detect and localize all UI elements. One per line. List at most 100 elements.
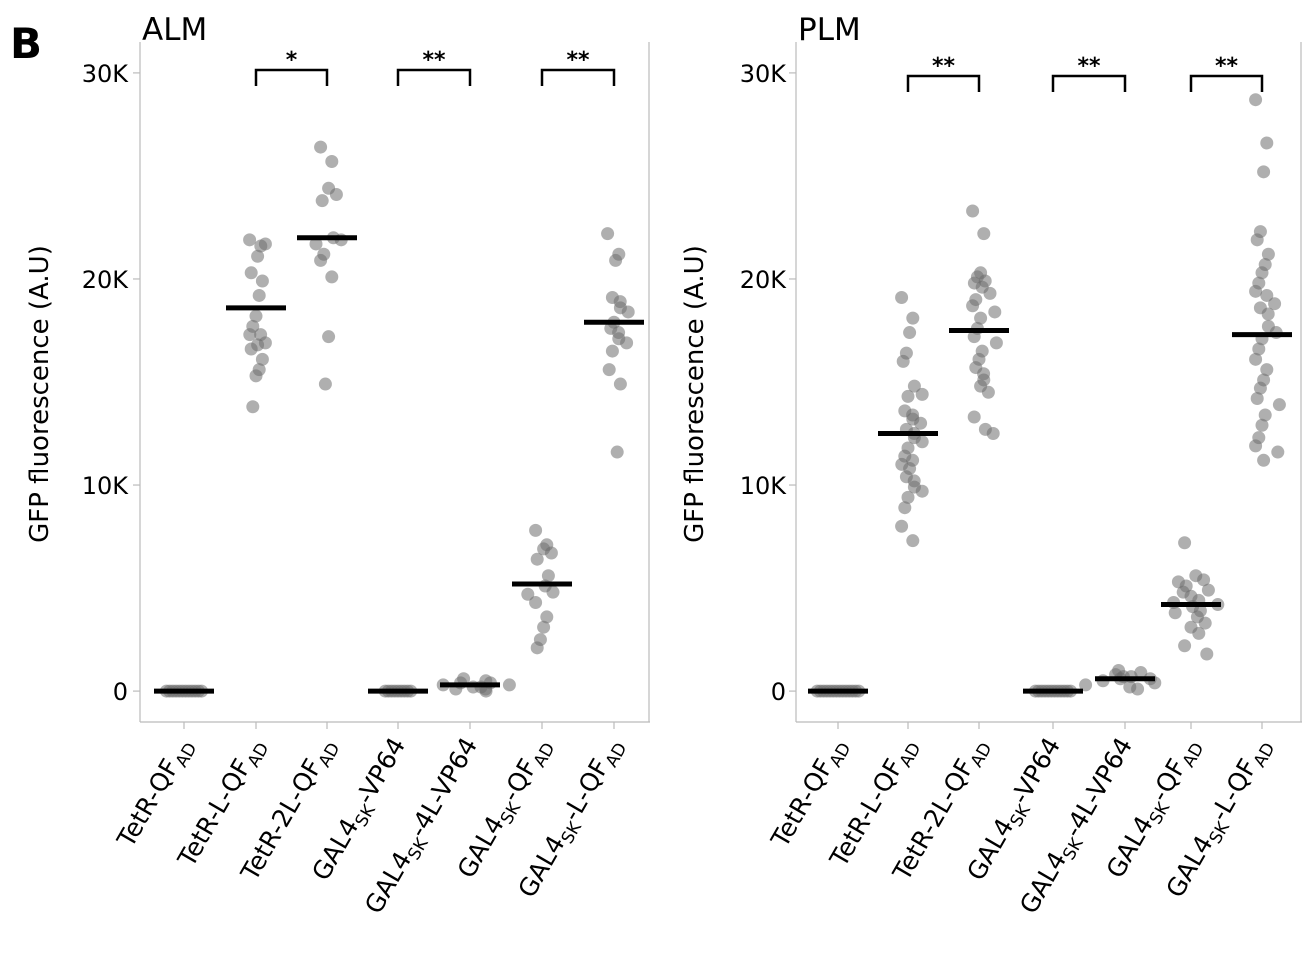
- data-point: [246, 400, 260, 414]
- data-point: [1260, 288, 1274, 302]
- data-point: [314, 253, 328, 267]
- data-point: [621, 305, 635, 319]
- data-point: [1260, 136, 1274, 150]
- data-point: [967, 330, 981, 344]
- significance-label: **: [1215, 54, 1239, 79]
- data-point: [529, 595, 543, 609]
- data-point: [915, 387, 929, 401]
- data-point: [966, 299, 980, 313]
- data-point: [1257, 165, 1271, 179]
- data-point: [1252, 342, 1266, 356]
- significance-label: *: [286, 48, 298, 73]
- data-point: [901, 490, 915, 504]
- data-point: [546, 585, 560, 599]
- data-point: [907, 379, 921, 393]
- data-point: [1201, 583, 1215, 597]
- data-point: [502, 678, 516, 692]
- data-point: [906, 311, 920, 325]
- data-point: [329, 187, 343, 201]
- y-tick-label: 0: [771, 678, 786, 706]
- chart-title: ALM: [142, 12, 207, 48]
- data-point: [1253, 381, 1267, 395]
- data-point: [318, 377, 332, 391]
- data-point: [1249, 93, 1263, 107]
- data-point: [1249, 439, 1263, 453]
- data-point: [315, 194, 329, 208]
- data-point: [314, 140, 328, 154]
- data-point: [620, 336, 634, 350]
- data-point: [967, 410, 981, 424]
- data-point: [915, 435, 929, 449]
- data-point: [1198, 616, 1212, 630]
- data-point: [255, 352, 269, 366]
- data-point: [914, 416, 928, 430]
- data-point: [988, 305, 1002, 319]
- y-tick-label: 0: [113, 678, 128, 706]
- data-point: [981, 385, 995, 399]
- data-point: [989, 336, 1003, 350]
- data-point: [251, 249, 265, 263]
- y-tick-label: 30K: [82, 60, 130, 88]
- y-tick-label: 20K: [740, 266, 788, 294]
- data-point: [537, 620, 551, 634]
- data-point: [325, 270, 339, 284]
- data-point: [258, 237, 272, 251]
- data-point: [613, 377, 627, 391]
- data-point: [258, 336, 272, 350]
- y-tick-label: 20K: [82, 266, 130, 294]
- data-point: [1178, 639, 1192, 653]
- data-point: [1261, 247, 1275, 261]
- data-point: [322, 330, 336, 344]
- data-point: [898, 501, 912, 515]
- data-point: [1249, 284, 1263, 298]
- data-point: [1250, 233, 1264, 247]
- data-point: [243, 328, 257, 342]
- data-point: [610, 445, 624, 459]
- data-point: [479, 684, 493, 698]
- data-point: [1197, 573, 1211, 587]
- data-point: [1258, 408, 1272, 422]
- significance-bracket: [1189, 74, 1264, 92]
- y-tick-label: 10K: [82, 472, 130, 500]
- data-point: [986, 427, 1000, 441]
- data-point: [544, 546, 558, 560]
- data-point: [541, 569, 555, 583]
- data-point: [1168, 606, 1182, 620]
- data-point: [244, 266, 258, 280]
- significance-label: **: [1077, 54, 1101, 79]
- significance-bracket: [1051, 74, 1127, 92]
- data-point: [1255, 266, 1269, 280]
- data-point: [1192, 626, 1206, 640]
- data-point: [244, 342, 258, 356]
- data-point: [1079, 678, 1093, 692]
- data-point: [243, 233, 257, 247]
- data-point: [906, 534, 920, 548]
- significance-bracket: [540, 68, 616, 86]
- y-tick-label: 10K: [740, 472, 788, 500]
- data-point: [1257, 453, 1271, 467]
- x-tick-label: GAL4SK-L-QFAD: [1160, 733, 1279, 905]
- data-point: [895, 519, 909, 533]
- chart-title: PLM: [798, 12, 861, 48]
- data-point: [249, 309, 263, 323]
- data-point: [521, 587, 535, 601]
- data-point: [974, 311, 988, 325]
- data-point: [977, 227, 991, 241]
- significance-bracket: [254, 68, 329, 86]
- data-point: [896, 354, 910, 368]
- y-axis-label: GFP fluorescence (A.U): [680, 245, 710, 543]
- significance-bracket: [396, 68, 472, 86]
- data-point: [1250, 391, 1264, 405]
- significance-label: **: [422, 48, 446, 73]
- data-point: [529, 523, 543, 537]
- data-point: [530, 641, 544, 655]
- data-point: [895, 291, 909, 305]
- significance-label: **: [566, 48, 590, 73]
- data-point: [255, 274, 269, 288]
- significance-label: **: [932, 54, 956, 79]
- data-point: [605, 344, 619, 358]
- data-point: [309, 237, 323, 251]
- data-point: [530, 552, 544, 566]
